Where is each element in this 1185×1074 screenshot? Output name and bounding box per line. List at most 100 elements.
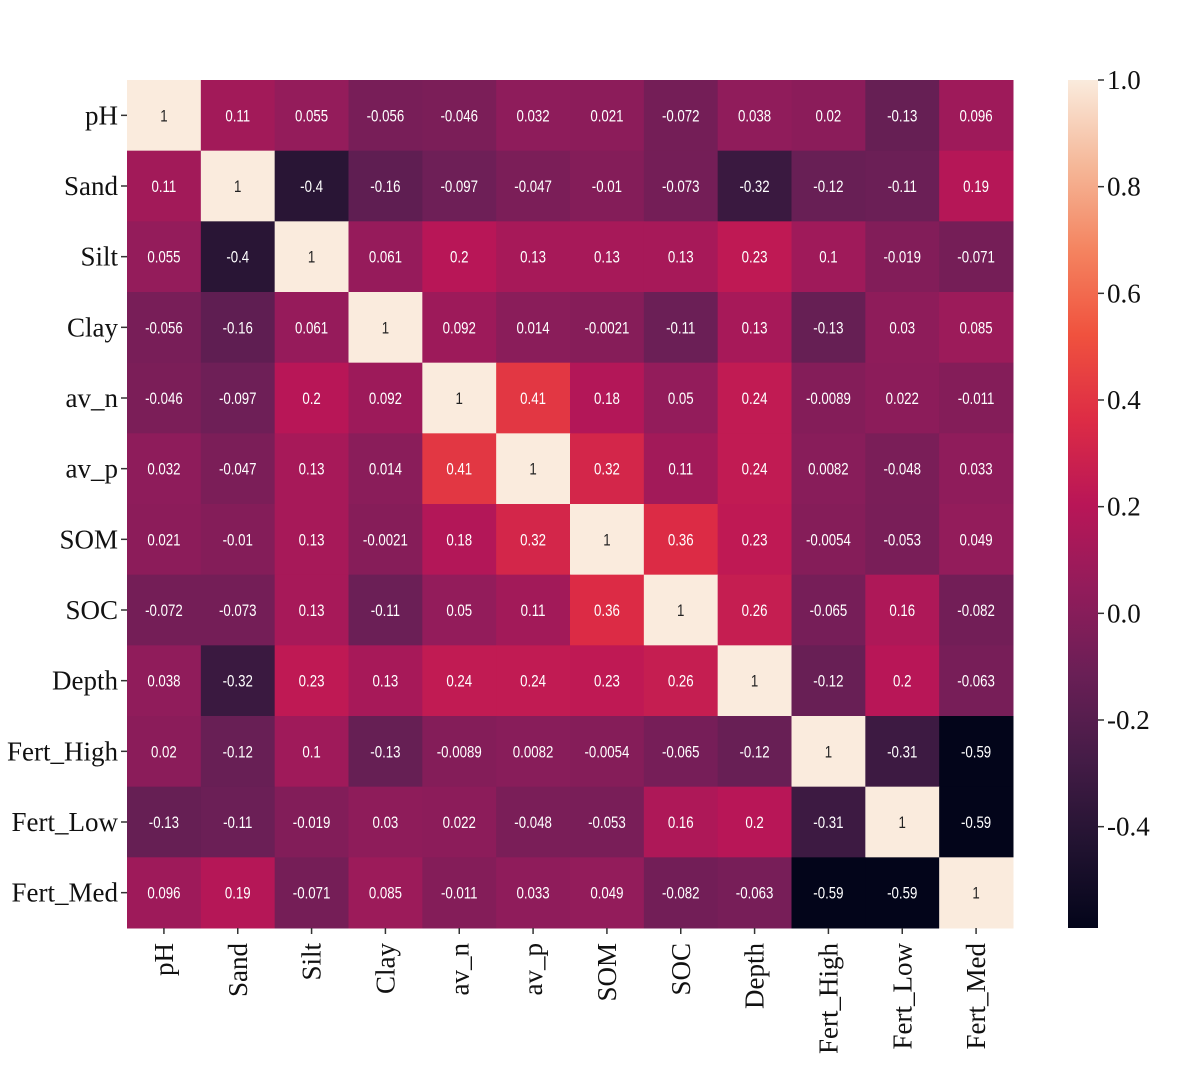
row-label: Fert_Low [12,807,119,837]
cell-annotation: 1 [308,248,315,267]
heatmap-cell [422,150,497,222]
heatmap-cell [791,574,866,646]
heatmap-cell [643,362,719,434]
heatmap-cell [127,645,202,717]
cell-annotation: 0.1 [819,248,837,267]
heatmap-cell [570,716,645,788]
cell-annotation: 0.23 [594,672,620,691]
cell-annotation: -0.073 [219,602,257,621]
heatmap-cell [348,504,423,576]
heatmap-cell [570,786,645,858]
heatmap-cell [127,292,202,364]
cell-annotation: 0.13 [594,248,620,267]
cell-annotation: 0.055 [295,107,328,126]
heatmap-cell [496,362,571,434]
cell-annotation: 0.2 [450,248,468,267]
cell-annotation: 0.13 [299,531,325,550]
cell-annotation: 1 [825,743,832,762]
cell-annotation: 1 [456,390,463,409]
cell-annotation: 0.13 [299,602,325,621]
cell-annotation: -0.046 [440,107,478,126]
cell-annotation: 0.24 [742,460,768,479]
heatmap-cell [865,504,940,576]
column-label: av_n [444,943,474,996]
cell-annotation: -0.048 [883,460,921,479]
row-labels: pH Sand Silt Clay av_n av_p SOM SOC Depth Fert_Hi… [7,100,127,908]
cell-annotation: 0.02 [151,743,177,762]
column-label: Silt [297,943,327,981]
column-label: av_p [518,943,548,995]
cell-annotation: 0.049 [590,884,623,903]
cell-annotation: 0.022 [443,814,476,833]
cell-annotation: 0.022 [886,390,919,409]
row-label: Fert_Med [12,878,119,908]
cell-annotation: 0.033 [960,460,993,479]
cell-annotation: -0.072 [145,602,183,621]
cell-annotation: -0.082 [957,602,995,621]
cell-annotation: 0.061 [369,248,402,267]
cell-annotation: 0.24 [520,672,546,691]
heatmap-cell [274,857,349,929]
cell-annotation: 0.033 [517,884,550,903]
cell-annotation: -0.046 [145,390,183,409]
heatmap-cell [570,574,645,646]
cell-annotation: -0.11 [371,602,400,621]
cell-annotation: 0.085 [960,319,993,338]
heatmap-cell [791,433,866,505]
cell-annotation: -0.11 [888,178,917,197]
cell-annotation: -0.11 [666,319,695,338]
row-label: pH [85,100,118,130]
heatmap-cell [939,292,1014,364]
heatmap-cell [422,574,497,646]
heatmap-cell [570,221,645,293]
column-label: Depth [740,943,770,1009]
heatmap-cell [643,786,719,858]
heatmap-cell [127,433,202,505]
cell-annotation: -0.0054 [584,743,629,762]
cell-annotation: 0.16 [668,814,694,833]
heatmap-cell [348,150,423,222]
cell-annotation: -0.4 [226,248,249,267]
cell-annotation: 1 [160,107,167,126]
heatmap-cell [791,786,866,858]
cell-annotation: -0.019 [883,248,921,267]
heatmap-cell [496,433,571,505]
heatmap-cell [939,221,1014,293]
cell-annotation: 0.13 [742,319,768,338]
cell-annotation: -0.13 [887,107,917,126]
cell-annotation: 0.092 [443,319,476,338]
row-label: Fert_High [7,736,118,766]
heatmap-cell [127,786,202,858]
heatmap-cell [939,645,1014,717]
cell-annotation: -0.053 [883,531,921,550]
heatmap-cell [717,221,792,293]
cell-annotation: 0.096 [147,884,180,903]
heatmap-cell [643,645,719,717]
column-label: Fert_Low [887,942,917,1049]
heatmap-cell [274,716,349,788]
heatmap-cell [274,292,349,364]
colorbar-tick-label: 0.2 [1107,492,1141,522]
column-label: pH [149,943,179,976]
cell-annotation: 0.021 [147,531,180,550]
cell-annotation: 0.32 [520,531,546,550]
cell-annotation: -0.32 [739,178,769,197]
cell-annotation: 0.2 [302,390,320,409]
heatmap-cell [865,645,940,717]
cell-annotation: -0.056 [145,319,183,338]
cell-annotation: 0.0082 [513,743,554,762]
row-label: SOM [59,524,118,554]
cell-annotation: 1 [529,460,536,479]
cell-annotation: 0.014 [369,460,403,479]
heatmap-cell [717,80,792,152]
colorbar-tick-label: 0.4 [1107,385,1141,415]
heatmap-cell [200,362,276,434]
colorbar-tick-label: 1.0 [1107,65,1141,95]
cell-annotation: 0.36 [594,602,620,621]
cell-annotation: -0.047 [514,178,552,197]
heatmap-cell [570,150,645,222]
heatmap-cell [865,716,940,788]
cell-annotation: 0.16 [889,602,915,621]
heatmap-cell [643,150,719,222]
cell-annotation: 0.13 [668,248,694,267]
